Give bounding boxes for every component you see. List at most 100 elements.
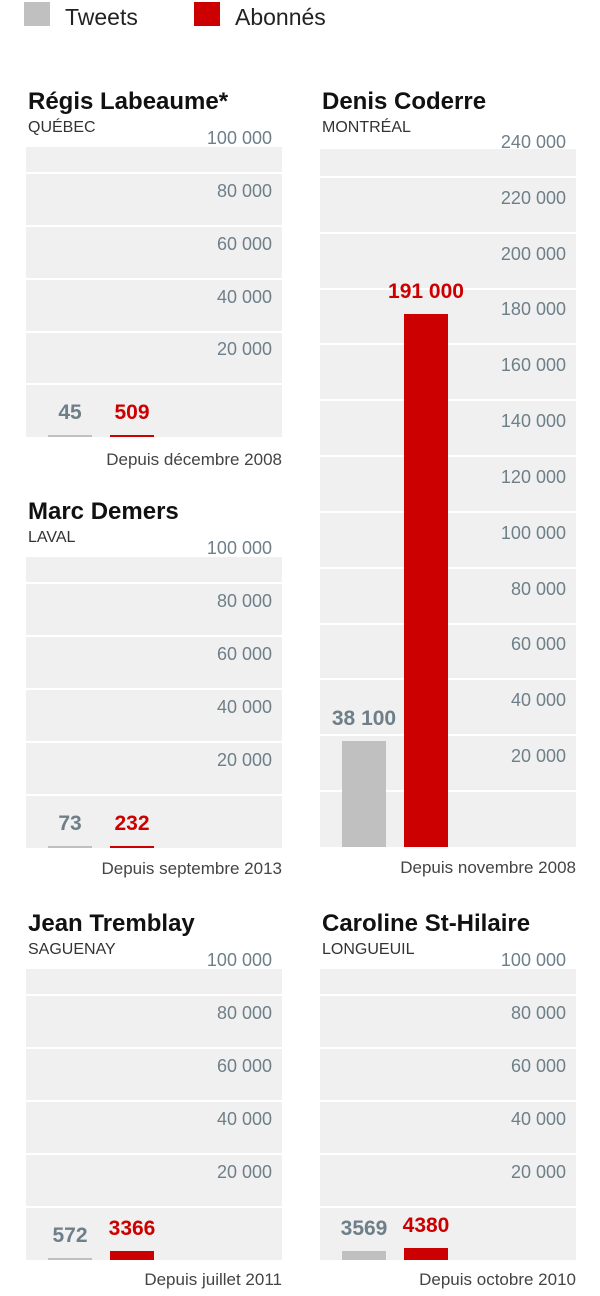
chart-title: Caroline St-Hilaire <box>322 910 531 937</box>
y-tick-label: 240 000 <box>500 131 566 152</box>
value-label-tweets: 572 <box>52 1224 88 1247</box>
legend-label-abonnes: Abonnés <box>235 4 326 30</box>
bar-tweets <box>48 1258 92 1260</box>
bar-tweets <box>48 435 92 437</box>
chart-subtitle: MONTRÉAL <box>322 119 411 136</box>
chart-subtitle: SAGUENAY <box>28 941 116 958</box>
bar-tweets <box>48 846 92 848</box>
gridline <box>320 734 576 737</box>
y-tick-label: 40 000 <box>510 1109 566 1130</box>
gridline <box>26 582 282 585</box>
chart-subtitle: LAVAL <box>28 529 76 546</box>
plot-area: 20 000 40 000 60 000 80 000 100 000 120 000 14… <box>320 132 576 847</box>
y-tick-label: 60 000 <box>216 644 272 665</box>
y-tick-label: 40 000 <box>216 697 272 718</box>
gridline <box>26 1100 282 1103</box>
y-tick-label: 40 000 <box>510 690 566 711</box>
chart-title: Jean Tremblay <box>28 910 195 937</box>
gridline <box>320 455 576 458</box>
gridline <box>320 1206 576 1209</box>
since-note: Depuis novembre 2008 <box>400 858 576 877</box>
y-tick-label: 100 000 <box>206 538 272 559</box>
plot-area: 20 000 40 000 60 000 80 000 100 000 73 232 <box>26 538 282 848</box>
value-label-tweets: 45 <box>58 401 82 424</box>
chart-title: Régis Labeaume* <box>28 88 229 115</box>
legend-swatch-tweets <box>24 2 50 26</box>
y-tick-label: 20 000 <box>216 339 272 360</box>
gridline <box>320 678 576 681</box>
y-tick-label: 80 000 <box>216 1003 272 1024</box>
since-note: Depuis juillet 2011 <box>144 1270 282 1289</box>
since-note: Depuis octobre 2010 <box>419 1270 576 1289</box>
bar-abonnes <box>110 846 154 848</box>
gridline <box>320 790 576 793</box>
y-tick-label: 140 000 <box>500 411 566 432</box>
gridline <box>26 172 282 175</box>
chart-title: Marc Demers <box>28 498 179 525</box>
y-tick-label: 80 000 <box>510 578 566 599</box>
gridline <box>26 688 282 691</box>
gridline <box>320 231 576 234</box>
y-tick-label: 100 000 <box>206 950 272 971</box>
gridline <box>320 1047 576 1050</box>
y-tick-label: 60 000 <box>216 1056 272 1077</box>
gridline <box>320 510 576 513</box>
y-tick-label: 180 000 <box>500 299 566 320</box>
y-tick-label: 20 000 <box>510 746 566 767</box>
bar-abonnes <box>404 313 448 847</box>
plot-area: 20 000 40 000 60 000 80 000 100 000 45 509 <box>26 128 282 437</box>
gridline <box>26 277 282 280</box>
gridline <box>26 1047 282 1050</box>
gridline <box>320 287 576 290</box>
gridline <box>320 1153 576 1156</box>
value-label-tweets: 73 <box>58 812 82 835</box>
bar-tweets <box>342 1250 386 1260</box>
gridline <box>26 383 282 386</box>
y-tick-label: 60 000 <box>216 233 272 254</box>
y-tick-label: 20 000 <box>510 1162 566 1183</box>
gridline <box>26 794 282 797</box>
chart-title: Denis Coderre <box>322 88 487 115</box>
value-label-tweets: 3569 <box>340 1216 388 1240</box>
y-tick-label: 60 000 <box>510 634 566 655</box>
gridline <box>320 343 576 346</box>
y-tick-label: 220 000 <box>500 187 566 208</box>
bar-abonnes <box>404 1248 448 1260</box>
chart-subtitle: QUÉBEC <box>28 119 96 136</box>
value-label-abonnes: 232 <box>114 812 150 835</box>
value-label-abonnes: 191 000 <box>388 279 464 303</box>
gridline <box>26 1153 282 1156</box>
plot-area: 20 000 40 000 60 000 80 000 100 000 3569 4380 <box>320 950 576 1260</box>
value-label-abonnes: 4380 <box>402 1214 450 1238</box>
gridline <box>26 1206 282 1209</box>
y-tick-label: 100 000 <box>500 950 566 971</box>
legend-label-tweets: Tweets <box>65 4 138 30</box>
y-tick-label: 80 000 <box>510 1003 566 1024</box>
gridline <box>320 399 576 402</box>
value-label-tweets: 38 100 <box>331 706 397 730</box>
value-label-abonnes: 3366 <box>108 1217 156 1241</box>
gridline <box>26 994 282 997</box>
y-tick-label: 100 000 <box>500 522 566 543</box>
y-tick-label: 20 000 <box>216 750 272 771</box>
gridline <box>320 622 576 625</box>
since-note: Depuis septembre 2013 <box>101 859 282 878</box>
gridline <box>26 741 282 744</box>
y-tick-label: 20 000 <box>216 1162 272 1183</box>
gridline <box>320 1100 576 1103</box>
y-tick-label: 100 000 <box>206 128 272 149</box>
gridline <box>320 175 576 178</box>
gridline <box>320 994 576 997</box>
y-tick-label: 120 000 <box>500 466 566 487</box>
plot-area: 20 000 40 000 60 000 80 000 100 000 572 3366 <box>26 950 282 1260</box>
gridline <box>320 566 576 569</box>
legend-swatch-abonnes <box>194 2 220 26</box>
y-tick-label: 40 000 <box>216 286 272 307</box>
since-note: Depuis décembre 2008 <box>106 450 282 469</box>
gridline <box>26 225 282 228</box>
bar-tweets <box>342 740 386 847</box>
gridline <box>26 330 282 333</box>
bar-abonnes <box>110 435 154 437</box>
gridline <box>26 635 282 638</box>
y-tick-label: 60 000 <box>510 1056 566 1077</box>
